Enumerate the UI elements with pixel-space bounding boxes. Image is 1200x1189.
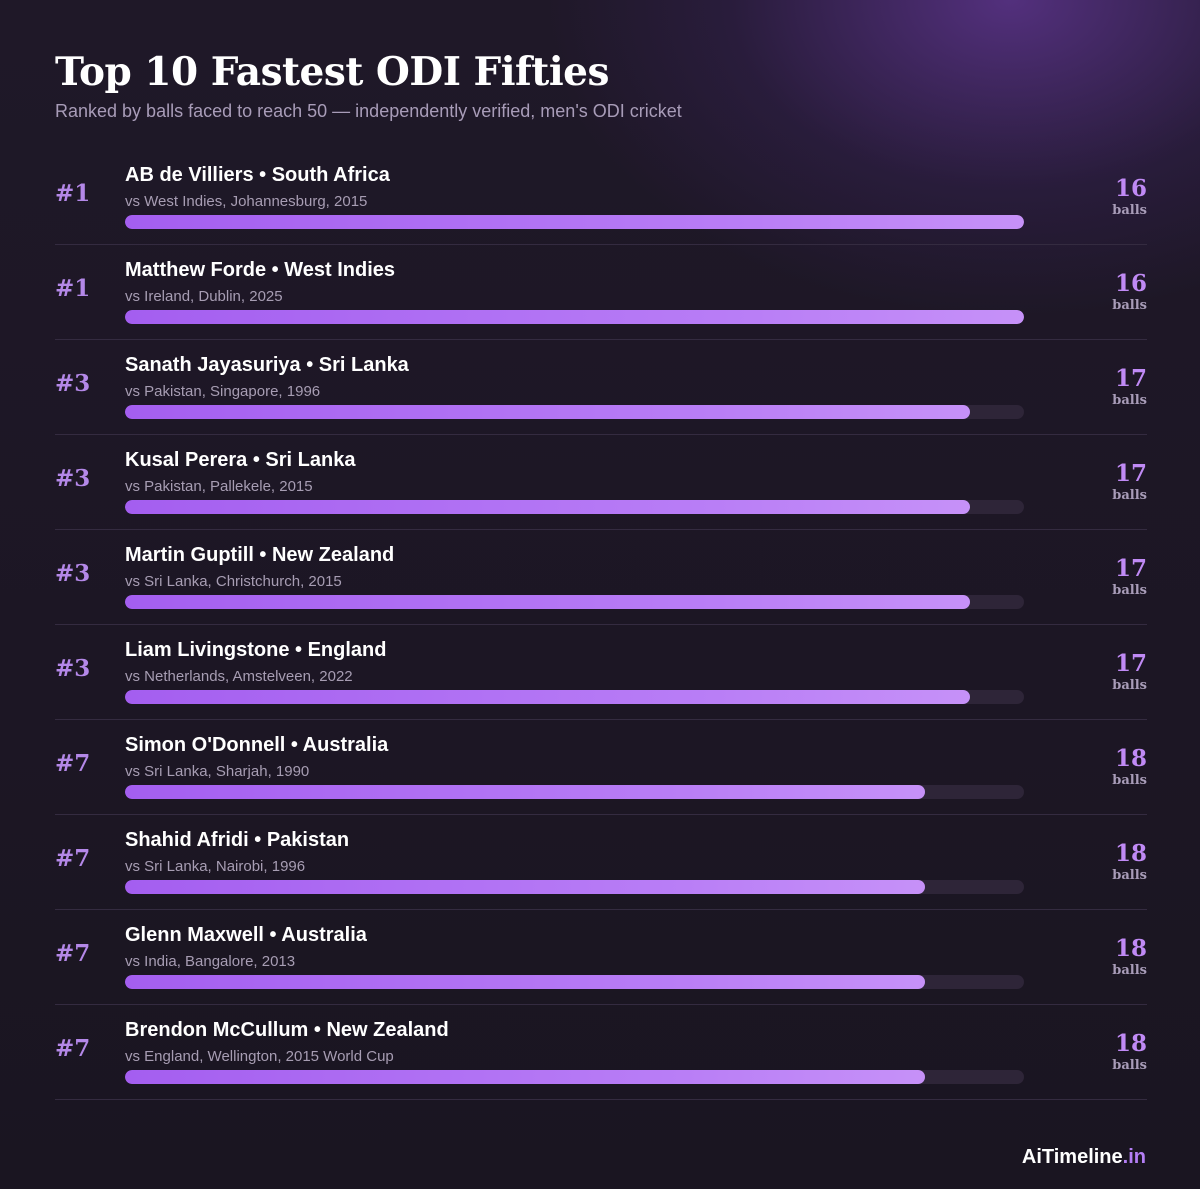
bar-track (125, 405, 1024, 419)
bar-track (125, 880, 1024, 894)
balls-value: 18 (1114, 935, 1147, 962)
match-detail: vs Sri Lanka, Christchurch, 2015 (125, 573, 342, 590)
match-detail: vs Ireland, Dublin, 2025 (125, 288, 283, 305)
match-detail: vs India, Bangalore, 2013 (125, 953, 296, 970)
balls-value: 17 (1114, 555, 1147, 582)
rank-label: #7 (55, 1035, 91, 1062)
ranking-list: #1 AB de Villiers • South Africa vs West I… (55, 150, 1147, 1100)
player-name: Sanath Jayasuriya • Sri Lanka (125, 354, 409, 376)
bar-fill (125, 500, 971, 514)
balls-value: 16 (1114, 175, 1147, 202)
balls-unit-label: balls (1112, 203, 1147, 218)
bar-track (125, 215, 1024, 229)
player-name: Liam Livingstone • England (125, 639, 387, 661)
bar-fill (125, 1070, 926, 1084)
balls-value: 18 (1114, 745, 1147, 772)
balls-unit-label: balls (1112, 488, 1147, 503)
balls-unit-label: balls (1112, 868, 1147, 883)
rank-label: #7 (55, 750, 91, 777)
balls-unit-label: balls (1112, 583, 1147, 598)
rank-label: #7 (55, 845, 91, 872)
rank-label: #3 (55, 655, 91, 682)
balls-value: 17 (1114, 650, 1147, 677)
match-detail: vs Pakistan, Singapore, 1996 (125, 383, 321, 400)
rank-label: #3 (55, 465, 91, 492)
player-name: Brendon McCullum • New Zealand (125, 1019, 449, 1041)
ranking-row: #7 Brendon McCullum • New Zealand vs Engla… (55, 1005, 1147, 1100)
player-name: Martin Guptill • New Zealand (125, 544, 395, 566)
balls-value: 17 (1114, 460, 1147, 487)
bar-fill (125, 785, 926, 799)
bar-fill (125, 405, 971, 419)
brand-domain: .in (1122, 1146, 1146, 1168)
ranking-row: #3 Kusal Perera • Sri Lanka vs Pakistan, P… (55, 435, 1147, 530)
ranking-row: #7 Simon O'Donnell • Australia vs Sri Lank… (55, 720, 1147, 815)
page-title: Top 10 Fastest ODI Fifties (55, 49, 609, 95)
bar-track (125, 310, 1024, 324)
bar-track (125, 975, 1024, 989)
ranking-row: #3 Martin Guptill • New Zealand vs Sri Lan… (55, 530, 1147, 625)
player-name: Shahid Afridi • Pakistan (125, 829, 350, 851)
ranking-row: #3 Sanath Jayasuriya • Sri Lanka vs Pakist… (55, 340, 1147, 435)
rank-label: #3 (55, 560, 91, 587)
bar-fill (125, 310, 1024, 324)
rank-label: #3 (55, 370, 91, 397)
match-detail: vs Pakistan, Pallekele, 2015 (125, 478, 313, 495)
match-detail: vs Sri Lanka, Nairobi, 1996 (125, 858, 306, 875)
bar-track (125, 500, 1024, 514)
match-detail: vs West Indies, Johannesburg, 2015 (125, 193, 368, 210)
bar-fill (125, 690, 971, 704)
balls-unit-label: balls (1112, 963, 1147, 978)
match-detail: vs England, Wellington, 2015 World Cup (125, 1048, 394, 1065)
ranking-row: #1 AB de Villiers • South Africa vs West I… (55, 150, 1147, 245)
rank-label: #1 (55, 180, 91, 207)
player-name: Kusal Perera • Sri Lanka (125, 449, 356, 471)
bar-fill (125, 215, 1024, 229)
page-subtitle: Ranked by balls faced to reach 50 — inde… (55, 101, 682, 121)
bar-track (125, 690, 1024, 704)
ranking-row: #3 Liam Livingstone • England vs Netherlan… (55, 625, 1147, 720)
balls-value: 18 (1114, 840, 1147, 867)
ranking-row: #7 Glenn Maxwell • Australia vs India, Ban… (55, 910, 1147, 1005)
rank-label: #7 (55, 940, 91, 967)
balls-unit-label: balls (1112, 678, 1147, 693)
match-detail: vs Sri Lanka, Sharjah, 1990 (125, 763, 310, 780)
player-name: Matthew Forde • West Indies (125, 259, 395, 281)
balls-unit-label: balls (1112, 393, 1147, 408)
balls-value: 18 (1114, 1030, 1147, 1057)
balls-value: 16 (1114, 270, 1147, 297)
player-name: AB de Villiers • South Africa (125, 164, 390, 186)
match-detail: vs Netherlands, Amstelveen, 2022 (125, 668, 353, 685)
brand-name: AiTimeline (1021, 1146, 1123, 1168)
brand-logo: AiTimeline.in (1022, 1144, 1146, 1170)
balls-unit-label: balls (1112, 298, 1147, 313)
rank-label: #1 (55, 275, 91, 302)
player-name: Glenn Maxwell • Australia (125, 924, 367, 946)
ranking-row: #1 Matthew Forde • West Indies vs Ireland,… (55, 245, 1147, 340)
bar-fill (125, 595, 971, 609)
bar-track (125, 1070, 1024, 1084)
bar-track (125, 785, 1024, 799)
balls-value: 17 (1114, 365, 1147, 392)
bar-fill (125, 975, 926, 989)
ranking-row: #7 Shahid Afridi • Pakistan vs Sri Lanka, … (55, 815, 1147, 910)
balls-unit-label: balls (1112, 1058, 1147, 1073)
bar-track (125, 595, 1024, 609)
bar-fill (125, 880, 926, 894)
player-name: Simon O'Donnell • Australia (125, 734, 389, 756)
balls-unit-label: balls (1112, 773, 1147, 788)
